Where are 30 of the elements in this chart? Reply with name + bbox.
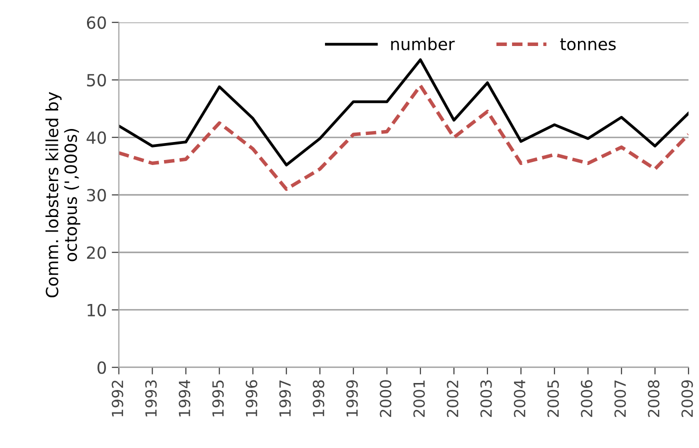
line-series [118, 58, 689, 166]
y-tick-label: 30 [87, 188, 106, 202]
x-tick-label: 1993 [145, 380, 157, 416]
x-tick-label: 1998 [312, 380, 324, 416]
x-tick-label: 1995 [212, 380, 224, 416]
y-tick-label: 50 [87, 74, 106, 86]
x-tick-label: 1999 [346, 380, 358, 416]
x-tick-label: 1992 [112, 380, 124, 416]
x-tick-label: 2000 [380, 380, 392, 417]
x-tick-label: 2002 [446, 380, 458, 417]
x-tick-label: 2005 [547, 380, 559, 417]
legend-label: number [391, 37, 455, 50]
y-tick-label: 0 [98, 361, 106, 374]
y-tick-label: 10 [88, 304, 106, 316]
line-series [118, 84, 689, 191]
x-tick-label: 2006 [580, 380, 592, 417]
x-tick-label: 2001 [413, 380, 425, 417]
x-tick-label: 2004 [514, 380, 526, 417]
y-axis-title: Comm. lobsters killed by octopus (',000s) [45, 92, 80, 298]
x-tick-label: 2009 [681, 380, 693, 417]
x-tick-label: 2008 [648, 380, 660, 417]
y-tick-label: 20 [87, 246, 106, 259]
x-tick-label: 1997 [279, 380, 291, 416]
x-tick-label: 2003 [480, 380, 492, 417]
x-tick-label: 1994 [178, 380, 190, 416]
x-tick-label: 1996 [246, 380, 258, 416]
legend-label: tonnes [560, 38, 616, 50]
y-tick-label: 60 [86, 16, 106, 29]
x-tick-label: 2007 [614, 380, 626, 417]
y-tick-label: 40 [86, 131, 106, 144]
